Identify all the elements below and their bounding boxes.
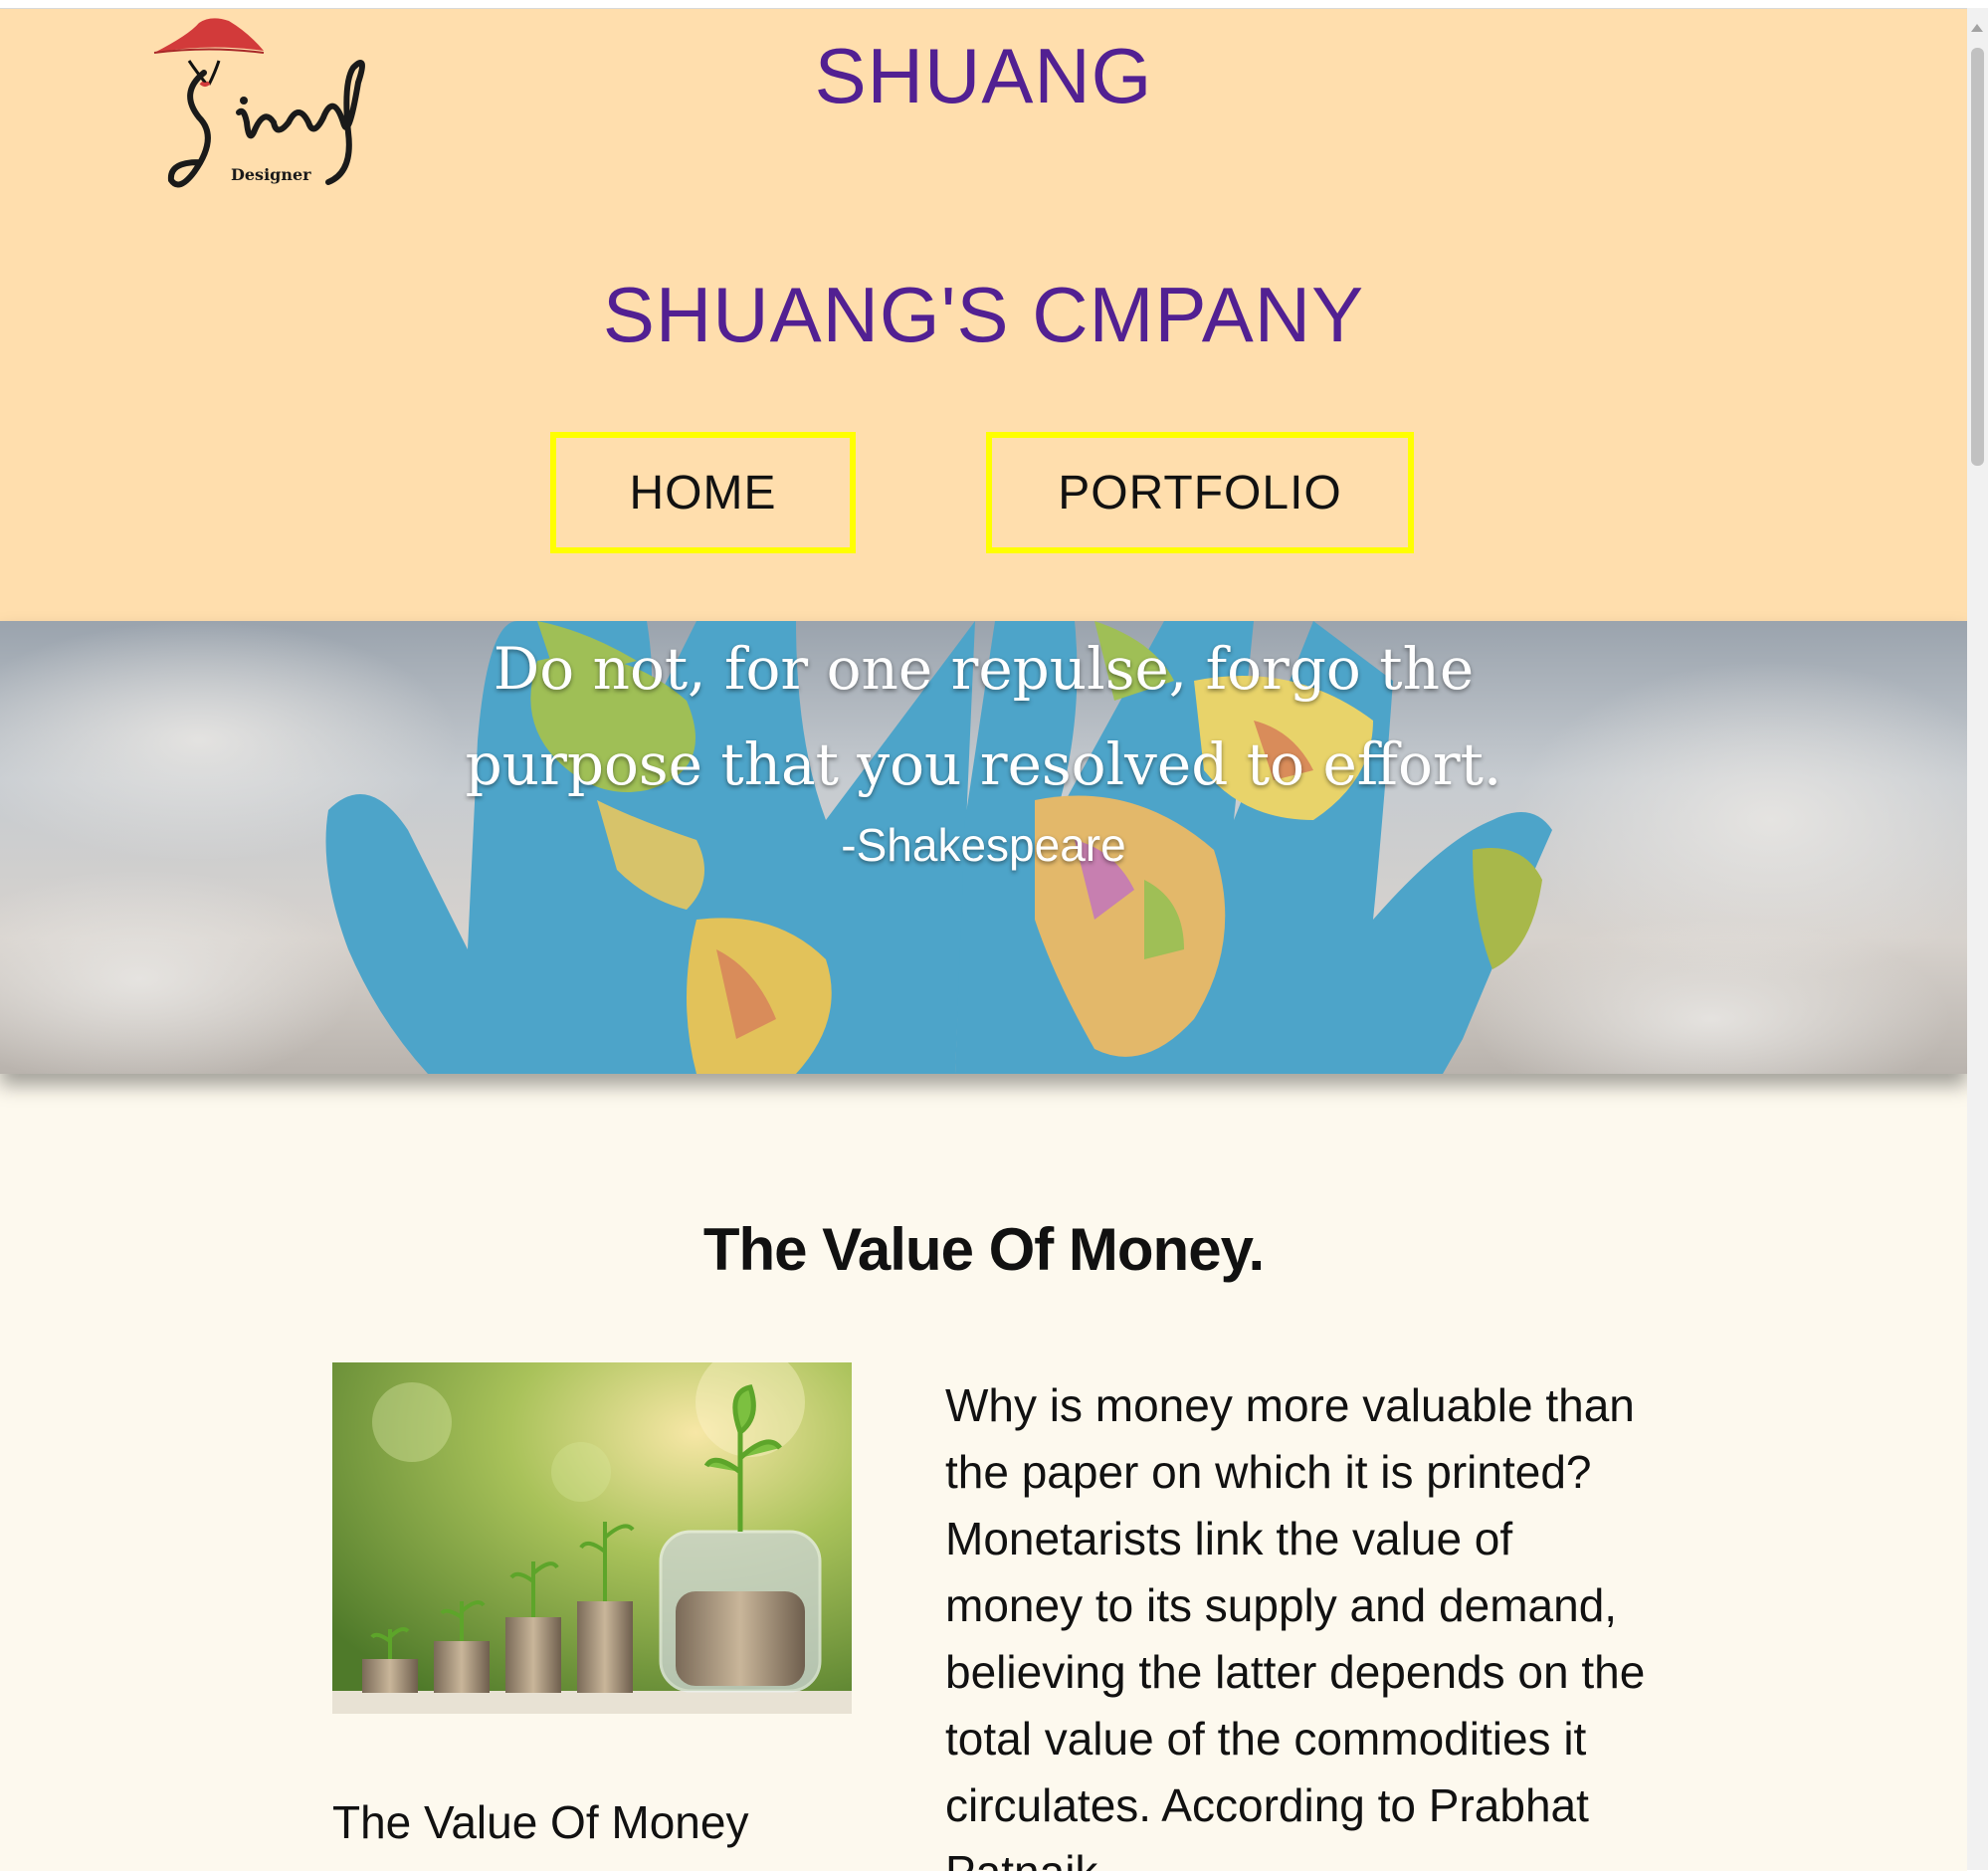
- vertical-scrollbar[interactable]: [1967, 8, 1988, 1870]
- nav-home-button[interactable]: HOME: [550, 432, 856, 553]
- hero-world-hands-image: [0, 621, 1967, 1074]
- article-body: Why is money more valuable than the pape…: [945, 1379, 1646, 1871]
- browser-viewport: Designer SHUANG SHUANG'S CMPANY HOME POR…: [0, 8, 1967, 1871]
- nav-portfolio-button[interactable]: PORTFOLIO: [986, 432, 1414, 553]
- scrollbar-thumb[interactable]: [1971, 48, 1984, 466]
- logo-subtext: Designer: [231, 165, 311, 184]
- site-title: SHUANG: [814, 32, 1153, 119]
- hero-banner: Do not, for one repulse, forgo the purpo…: [0, 621, 1967, 1074]
- money-growth-image: [332, 1362, 852, 1714]
- company-title: SHUANG'S CMPANY: [602, 271, 1365, 358]
- article-title: The Value Of Money.: [702, 1216, 1265, 1283]
- site-header: Designer SHUANG SHUANG'S CMPANY HOME POR…: [0, 9, 1967, 621]
- hero-quote-line-2: purpose that you resolved to effort.: [465, 730, 1502, 798]
- hero-quote-line-1: Do not, for one repulse, forgo the: [493, 635, 1475, 703]
- logo[interactable]: Designer: [149, 13, 378, 197]
- scroll-up-arrow-icon[interactable]: [1971, 24, 1983, 32]
- hero-quote-author: -Shakespeare: [841, 819, 1126, 871]
- image-caption: The Value Of Money: [332, 1796, 749, 1848]
- hero-quote: Do not, for one repulse, forgo the purpo…: [0, 621, 1967, 812]
